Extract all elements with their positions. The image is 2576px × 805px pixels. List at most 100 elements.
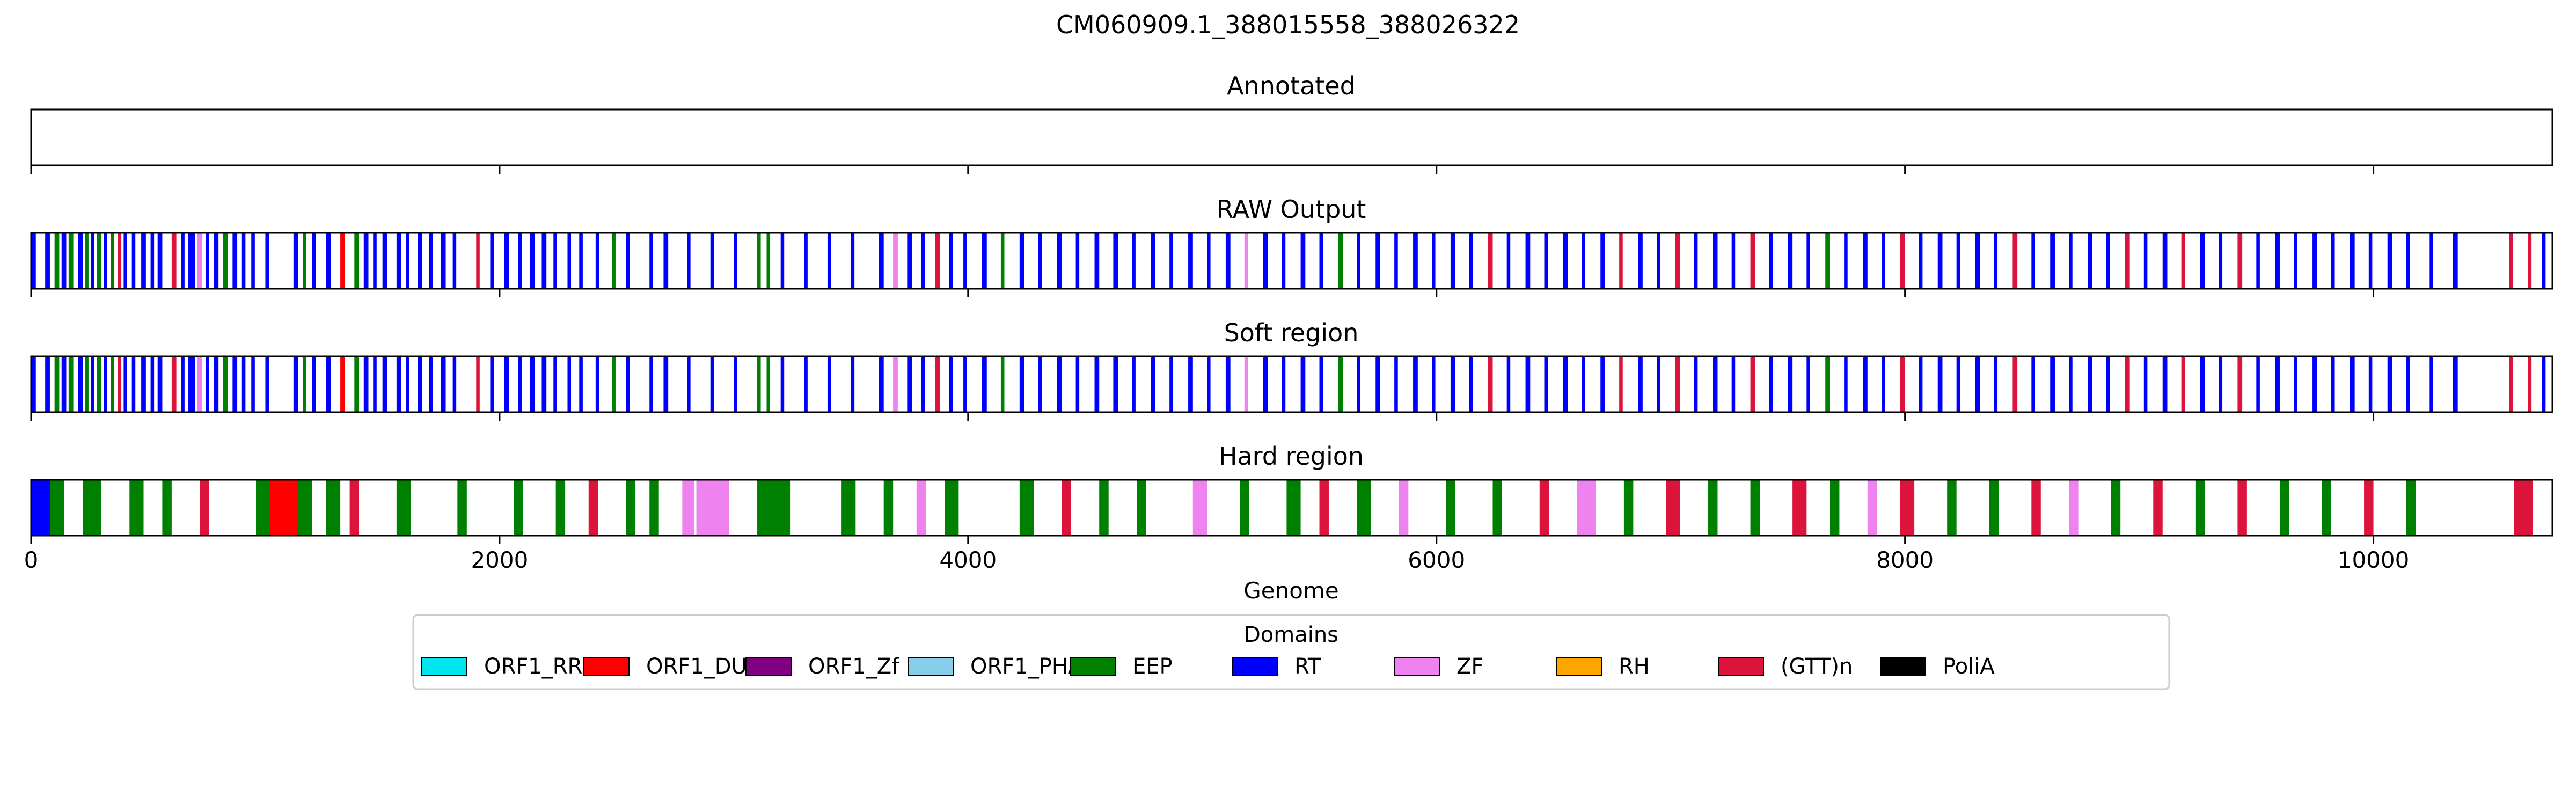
segment-soft-region-34 <box>363 356 369 412</box>
legend-item-3: ORF1_PHA <box>908 654 1083 679</box>
segment-raw-output-64 <box>827 233 831 289</box>
segment-soft-region-150 <box>2429 356 2433 412</box>
segment-soft-region-35 <box>373 356 377 412</box>
segment-soft-region-10 <box>111 356 114 412</box>
segment-raw-output-48 <box>541 233 547 289</box>
segment-soft-region-119 <box>1844 356 1848 412</box>
segment-raw-output-146 <box>2350 233 2355 289</box>
segment-soft-region-135 <box>2143 356 2148 412</box>
segment-hard-region-20 <box>757 480 791 536</box>
legend-label-3: ORF1_PHA <box>970 654 1083 679</box>
segment-raw-output-100 <box>1488 233 1493 289</box>
segment-raw-output-77 <box>1057 233 1062 289</box>
segment-soft-region-80 <box>1113 356 1118 412</box>
segment-soft-region-23 <box>223 356 228 412</box>
segment-soft-region-73 <box>982 356 987 412</box>
segment-soft-region-58 <box>710 356 714 412</box>
segment-soft-region-74 <box>1000 356 1005 412</box>
segment-raw-output-19 <box>188 233 195 289</box>
segment-soft-region-115 <box>1769 356 1773 412</box>
segment-soft-region-148 <box>2387 356 2392 412</box>
segment-raw-output-89 <box>1282 233 1286 289</box>
segment-soft-region-0 <box>31 356 36 412</box>
segment-raw-output-50 <box>567 233 572 289</box>
segment-soft-region-112 <box>1713 356 1718 412</box>
track-ticks-annotated <box>30 165 2375 174</box>
segment-hard-region-45 <box>1867 480 1877 536</box>
segment-hard-region-53 <box>2195 480 2205 536</box>
segment-soft-region-29 <box>303 356 306 412</box>
segment-raw-output-49 <box>553 233 557 289</box>
segment-raw-output-151 <box>2453 233 2458 289</box>
segment-raw-output-121 <box>1881 233 1885 289</box>
segment-raw-output-63 <box>804 233 808 289</box>
segment-raw-output-99 <box>1469 233 1473 289</box>
segment-hard-region-5 <box>200 480 209 536</box>
segment-soft-region-6 <box>85 356 89 412</box>
segment-hard-region-11 <box>396 480 411 536</box>
segment-raw-output-118 <box>1825 233 1830 289</box>
segment-soft-region-93 <box>1357 356 1360 412</box>
segment-soft-region-100 <box>1488 356 1493 412</box>
segment-raw-output-115 <box>1769 233 1773 289</box>
segment-raw-output-150 <box>2429 233 2433 289</box>
segment-soft-region-16 <box>157 356 163 412</box>
segment-soft-region-123 <box>1919 356 1923 412</box>
segment-raw-output-60 <box>757 233 761 289</box>
legend-item-6: ZF <box>1394 654 1483 679</box>
segment-soft-region-92 <box>1338 356 1343 412</box>
legend-swatch-4 <box>1070 657 1116 676</box>
legend-title: Domains <box>1244 623 1338 647</box>
segment-raw-output-46 <box>518 233 522 289</box>
segment-soft-region-82 <box>1151 356 1155 412</box>
segment-raw-output-137 <box>2181 233 2185 289</box>
segment-hard-region-40 <box>1666 480 1680 536</box>
segment-soft-region-96 <box>1413 356 1418 412</box>
segment-raw-output-67 <box>893 233 898 289</box>
segment-raw-output-97 <box>1432 233 1436 289</box>
segment-soft-region-24 <box>232 356 238 412</box>
segment-raw-output-95 <box>1394 233 1398 289</box>
segment-raw-output-127 <box>1994 233 1998 289</box>
segment-raw-output-132 <box>2088 233 2092 289</box>
segment-soft-region-70 <box>935 356 940 412</box>
segment-soft-region-124 <box>1937 356 1943 412</box>
legend-label-6: ZF <box>1457 654 1483 679</box>
segment-raw-output-129 <box>2031 233 2035 289</box>
segment-raw-output-61 <box>766 233 771 289</box>
segment-raw-output-117 <box>1806 233 1810 289</box>
segment-raw-output-4 <box>68 233 74 289</box>
segment-hard-region-34 <box>1399 480 1409 536</box>
segment-raw-output-3 <box>61 233 67 289</box>
segment-soft-region-106 <box>1600 356 1605 412</box>
track-title-soft-region: Soft region <box>1224 318 1359 347</box>
segment-hard-region-50 <box>2069 480 2079 536</box>
segment-raw-output-126 <box>1975 233 1980 289</box>
segment-soft-region-90 <box>1300 356 1306 412</box>
x-tick-label-1: 2000 <box>471 547 528 573</box>
segment-raw-output-88 <box>1263 233 1268 289</box>
segment-soft-region-52 <box>595 356 599 412</box>
segment-raw-output-58 <box>710 233 714 289</box>
segment-soft-region-36 <box>382 356 387 412</box>
track-frame-annotated <box>30 108 2553 166</box>
track-ticks-hard-region <box>30 536 2375 544</box>
segment-soft-region-107 <box>1619 356 1623 412</box>
segment-raw-output-101 <box>1506 233 1511 289</box>
track-raw-output: RAW Output <box>30 195 2553 297</box>
segment-soft-region-132 <box>2088 356 2092 412</box>
segment-soft-region-47 <box>530 356 535 412</box>
segment-raw-output-135 <box>2143 233 2148 289</box>
segment-raw-output-145 <box>2331 233 2335 289</box>
segment-soft-region-38 <box>406 356 409 412</box>
segment-raw-output-57 <box>687 233 691 289</box>
segment-raw-output-123 <box>1919 233 1923 289</box>
segment-soft-region-78 <box>1075 356 1080 412</box>
x-tick-label-4: 8000 <box>1876 547 1934 573</box>
segment-soft-region-147 <box>2368 356 2373 412</box>
segment-raw-output-141 <box>2256 233 2260 289</box>
segment-raw-output-128 <box>2012 233 2018 289</box>
segment-soft-region-18 <box>181 356 185 412</box>
segment-hard-region-36 <box>1492 480 1502 536</box>
segment-raw-output-116 <box>1788 233 1793 289</box>
